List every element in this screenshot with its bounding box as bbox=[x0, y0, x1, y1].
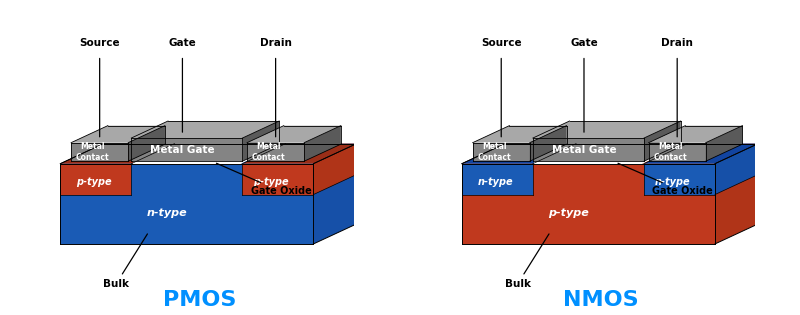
Polygon shape bbox=[71, 126, 165, 143]
Text: Bulk: Bulk bbox=[505, 234, 549, 289]
Polygon shape bbox=[314, 144, 357, 244]
Polygon shape bbox=[706, 126, 742, 161]
Text: Metal
Contact: Metal Contact bbox=[654, 142, 687, 162]
Polygon shape bbox=[649, 143, 706, 161]
Polygon shape bbox=[314, 144, 357, 195]
Polygon shape bbox=[247, 126, 341, 143]
Text: p-type: p-type bbox=[77, 177, 112, 186]
Text: Source: Source bbox=[79, 38, 120, 48]
Polygon shape bbox=[534, 161, 642, 165]
Polygon shape bbox=[462, 164, 715, 244]
Text: Gate Oxide: Gate Oxide bbox=[618, 163, 713, 197]
Polygon shape bbox=[71, 143, 128, 161]
Text: Gate: Gate bbox=[570, 38, 598, 48]
Polygon shape bbox=[133, 161, 241, 165]
Text: n-type: n-type bbox=[146, 209, 187, 218]
Text: Bulk: Bulk bbox=[103, 234, 147, 289]
Polygon shape bbox=[715, 144, 758, 195]
Polygon shape bbox=[715, 144, 758, 244]
Text: Metal
Contact: Metal Contact bbox=[76, 142, 110, 162]
Polygon shape bbox=[242, 144, 357, 164]
Polygon shape bbox=[530, 126, 566, 161]
Polygon shape bbox=[60, 164, 314, 244]
Polygon shape bbox=[60, 164, 131, 195]
Text: Source: Source bbox=[481, 38, 522, 48]
Polygon shape bbox=[242, 121, 279, 161]
Polygon shape bbox=[644, 144, 758, 164]
Text: n-type: n-type bbox=[478, 177, 514, 186]
Text: p-type: p-type bbox=[253, 177, 289, 186]
Polygon shape bbox=[131, 121, 279, 138]
Polygon shape bbox=[304, 126, 341, 161]
Text: PMOS: PMOS bbox=[162, 290, 236, 310]
Polygon shape bbox=[533, 121, 681, 138]
Polygon shape bbox=[473, 126, 566, 143]
Text: Drain: Drain bbox=[260, 38, 291, 48]
Polygon shape bbox=[644, 121, 681, 161]
Text: NMOS: NMOS bbox=[563, 290, 638, 310]
Polygon shape bbox=[133, 144, 284, 164]
Polygon shape bbox=[533, 138, 644, 161]
Polygon shape bbox=[242, 164, 314, 195]
Polygon shape bbox=[128, 126, 165, 161]
Text: Metal Gate: Metal Gate bbox=[150, 145, 214, 155]
Polygon shape bbox=[60, 144, 357, 164]
Text: Gate Oxide: Gate Oxide bbox=[217, 163, 311, 197]
Text: n-type: n-type bbox=[654, 177, 690, 186]
Text: Gate: Gate bbox=[169, 38, 196, 48]
Polygon shape bbox=[131, 138, 242, 161]
Polygon shape bbox=[473, 143, 530, 161]
Text: Metal Gate: Metal Gate bbox=[552, 145, 616, 155]
Polygon shape bbox=[644, 164, 715, 195]
Polygon shape bbox=[534, 144, 686, 164]
Polygon shape bbox=[462, 144, 576, 164]
Polygon shape bbox=[462, 144, 758, 164]
Text: p-type: p-type bbox=[548, 209, 589, 218]
Polygon shape bbox=[649, 126, 742, 143]
Polygon shape bbox=[462, 164, 533, 195]
Polygon shape bbox=[247, 143, 304, 161]
Text: Metal
Contact: Metal Contact bbox=[252, 142, 286, 162]
Text: Metal
Contact: Metal Contact bbox=[478, 142, 511, 162]
Text: Drain: Drain bbox=[662, 38, 693, 48]
Polygon shape bbox=[60, 144, 174, 164]
